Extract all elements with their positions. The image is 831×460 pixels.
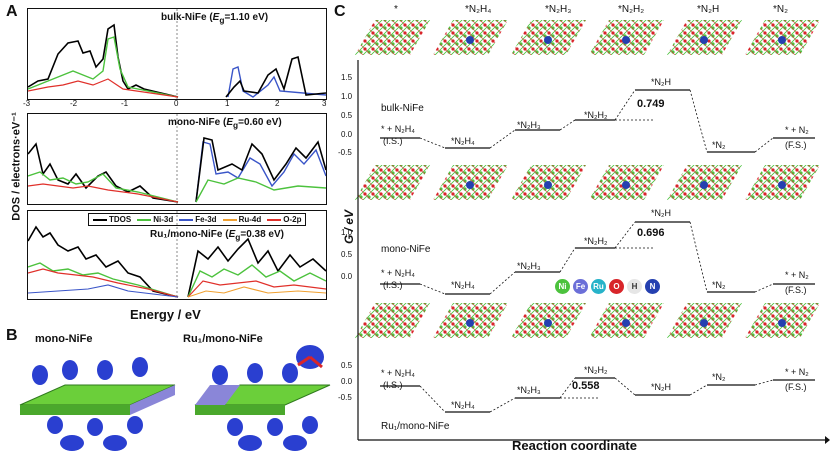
- dos-panel-bulk: bulk-NiFe (Eg=1.10 eV): [27, 8, 327, 100]
- atom-legend: Ni Fe Ru O H N: [555, 279, 660, 294]
- top-label-3: *N₂H₃: [545, 4, 572, 15]
- mono-step-n2h: *N₂H: [651, 208, 671, 218]
- b-charge-density-figure: [19, 345, 331, 451]
- ru-step-n2h4: *N₂H₄: [451, 400, 475, 410]
- xtick-4: 0: [174, 99, 179, 108]
- xtick-7: 3: [322, 99, 327, 108]
- sys-bulk: bulk-NiFe: [381, 103, 424, 114]
- dos-title-mono: mono-NiFe (Eg=0.60 eV): [168, 117, 282, 130]
- mono-step-is: * + N₂H₄: [381, 268, 415, 278]
- top-label-2: *N₂H₄: [465, 4, 492, 15]
- bulk-step-is: * + N₂H₄: [381, 124, 415, 134]
- mono-step-n2: *N₂: [712, 280, 726, 290]
- ru-step-fs: * + N₂: [785, 367, 809, 377]
- atom-o: O: [609, 279, 624, 294]
- dos-plot-bulk: [28, 9, 326, 99]
- ru-step-n2h2: *N₂H₂: [584, 365, 608, 375]
- bulk-step-n2h4: *N₂H₄: [451, 136, 475, 146]
- bulk-step-n2h3: *N₂H₃: [517, 120, 541, 130]
- atom-n: N: [645, 279, 660, 294]
- ru-step-n2h3: *N₂H₃: [517, 385, 541, 395]
- dos-panel-mono: mono-NiFe (Eg=0.60 eV): [27, 113, 327, 205]
- dos-legend: TDOS Ni-3d Fe-3d Ru-4d O-2p: [88, 213, 307, 226]
- barrier-bulk: 0.749: [637, 98, 665, 110]
- ru-step-is: * + N₂H₄: [381, 368, 415, 378]
- panel-a-letter: A: [6, 3, 18, 20]
- panel-c-letter: C: [334, 3, 346, 20]
- ytick-mid-3: 0.0: [341, 272, 353, 281]
- sys-mono: mono-NiFe: [381, 244, 431, 255]
- ru-step-n2h: *N₂H: [651, 382, 671, 392]
- dos-title-bulk: bulk-NiFe (Eg=1.10 eV): [161, 12, 269, 25]
- atom-ru: Ru: [591, 279, 606, 294]
- structure-thumbnails: [355, 20, 820, 338]
- dos-plot-ru: [28, 211, 326, 299]
- ytick-top-4: 0.0: [341, 130, 353, 139]
- dos-panel-ru: TDOS Ni-3d Fe-3d Ru-4d O-2p Ru₁/mono-NiF…: [27, 210, 327, 300]
- mono-step-n2h3: *N₂H₃: [517, 261, 541, 271]
- mono-step-fs: * + N₂: [785, 270, 809, 280]
- ru-step-fs-tag: (F.S.): [785, 382, 807, 392]
- atom-fe: Fe: [573, 279, 588, 294]
- mono-step-fs-tag: (F.S.): [785, 285, 807, 295]
- mono-step-n2h4: *N₂H₄: [451, 280, 475, 290]
- mono-step-is-tag: (I.S.): [383, 280, 403, 290]
- ytick-mid-2: 0.5: [341, 250, 353, 259]
- xtick-2: -2: [70, 99, 78, 108]
- ytick-bot-3: -0.5: [338, 393, 352, 402]
- bulk-step-n2h2: *N₂H₂: [584, 110, 608, 120]
- dos-ylabel: DOS / electrons·eV⁻¹: [10, 112, 23, 221]
- atom-h: H: [627, 279, 642, 294]
- ru-step-n2: *N₂: [712, 372, 726, 382]
- energy-diagram: [380, 89, 815, 413]
- b-right-label: Ru₁/mono-NiFe: [183, 333, 263, 345]
- b-left-label: mono-NiFe: [35, 333, 93, 345]
- atom-ni: Ni: [555, 279, 570, 294]
- barrier-ru: 0.558: [572, 380, 600, 392]
- sys-ru: Ru₁/mono-NiFe: [381, 421, 450, 432]
- dos-xlabel: Energy / eV: [130, 307, 201, 322]
- legend-o: O-2p: [267, 215, 301, 224]
- barrier-mono: 0.696: [637, 227, 665, 239]
- ytick-bot-1: 0.5: [341, 361, 353, 370]
- bulk-step-fs-tag: (F.S.): [785, 140, 807, 150]
- c-axes: [357, 60, 830, 444]
- panel-b-letter: B: [6, 327, 18, 344]
- xtick-6: 2: [275, 99, 280, 108]
- bulk-step-n2: *N₂: [712, 140, 726, 150]
- top-label-6: *N₂: [773, 4, 788, 15]
- ytick-top-2: 1.0: [341, 92, 353, 101]
- top-label-4: *N₂H₂: [618, 4, 645, 15]
- bulk-step-fs: * + N₂: [785, 125, 809, 135]
- ytick-top-5: -0.5: [338, 148, 352, 157]
- ytick-bot-2: 0.0: [341, 377, 353, 386]
- top-label-1: *: [394, 4, 398, 15]
- legend-ru: Ru-4d: [222, 215, 261, 224]
- xtick-1: -3: [23, 99, 31, 108]
- dos-plot-mono: [28, 114, 326, 204]
- top-label-5: *N₂H: [697, 4, 720, 15]
- ru-step-is-tag: (I.S.): [383, 380, 403, 390]
- bulk-step-n2h: *N₂H: [651, 77, 671, 87]
- bulk-step-is-tag: (I.S.): [383, 136, 403, 146]
- legend-ni: Ni-3d: [137, 215, 173, 224]
- xtick-5: 1: [225, 99, 230, 108]
- ytick-mid-1: 1.0: [341, 228, 353, 237]
- mono-step-n2h2: *N₂H₂: [584, 236, 608, 246]
- ytick-top-1: 1.5: [341, 73, 353, 82]
- c-xlabel: Reaction coordinate: [512, 438, 637, 453]
- legend-tdos: TDOS: [93, 215, 131, 224]
- ytick-top-3: 0.5: [341, 111, 353, 120]
- legend-fe: Fe-3d: [179, 215, 217, 224]
- xtick-3: -1: [121, 99, 129, 108]
- dos-title-ru: Ru₁/mono-NiFe (Eg=0.38 eV): [150, 229, 285, 242]
